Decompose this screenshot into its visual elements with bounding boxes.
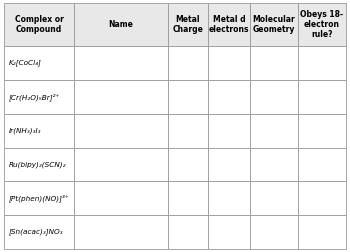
Bar: [250, 3, 298, 46]
Text: Ru(bipy)₂(SCN)₂: Ru(bipy)₂(SCN)₂: [9, 161, 66, 168]
Text: Obeys 18-
electron
rule?: Obeys 18- electron rule?: [300, 10, 343, 39]
Bar: [74, 215, 168, 249]
Bar: [250, 181, 298, 215]
Bar: [250, 147, 298, 181]
Bar: [208, 215, 250, 249]
Bar: [4, 147, 74, 181]
Text: Metal
Charge: Metal Charge: [173, 15, 203, 34]
Bar: [298, 181, 346, 215]
Bar: [4, 46, 74, 80]
Text: Name: Name: [108, 20, 133, 29]
Text: Molecular
Geometry: Molecular Geometry: [252, 15, 295, 34]
Bar: [298, 80, 346, 114]
Bar: [74, 147, 168, 181]
Bar: [208, 181, 250, 215]
Bar: [74, 80, 168, 114]
Bar: [250, 114, 298, 147]
Bar: [168, 215, 208, 249]
Bar: [208, 80, 250, 114]
Bar: [208, 114, 250, 147]
Bar: [250, 46, 298, 80]
Bar: [168, 181, 208, 215]
Bar: [208, 147, 250, 181]
Bar: [4, 3, 74, 46]
Bar: [74, 114, 168, 147]
Text: [Pt(phen)(NO)]³⁺: [Pt(phen)(NO)]³⁺: [9, 194, 70, 202]
Bar: [298, 147, 346, 181]
Bar: [298, 46, 346, 80]
Bar: [298, 215, 346, 249]
Bar: [168, 80, 208, 114]
Bar: [168, 147, 208, 181]
Text: Ir(NH₃)₃I₃: Ir(NH₃)₃I₃: [9, 127, 42, 134]
Text: Metal d
electrons: Metal d electrons: [209, 15, 249, 34]
Text: Complex or
Compound: Complex or Compound: [15, 15, 64, 34]
Bar: [168, 46, 208, 80]
Bar: [298, 3, 346, 46]
Bar: [208, 46, 250, 80]
Bar: [298, 114, 346, 147]
Bar: [4, 80, 74, 114]
Bar: [4, 215, 74, 249]
Bar: [74, 3, 168, 46]
Bar: [4, 114, 74, 147]
Bar: [4, 181, 74, 215]
Text: [Cr(H₂O)₅Br]²⁺: [Cr(H₂O)₅Br]²⁺: [9, 93, 61, 101]
Text: [Sn(acac)₃]NO₃: [Sn(acac)₃]NO₃: [9, 229, 64, 235]
Bar: [250, 215, 298, 249]
Bar: [74, 46, 168, 80]
Bar: [168, 114, 208, 147]
Text: K₂[CoCl₄]: K₂[CoCl₄]: [9, 60, 42, 66]
Bar: [208, 3, 250, 46]
Bar: [250, 80, 298, 114]
Bar: [168, 3, 208, 46]
Bar: [74, 181, 168, 215]
